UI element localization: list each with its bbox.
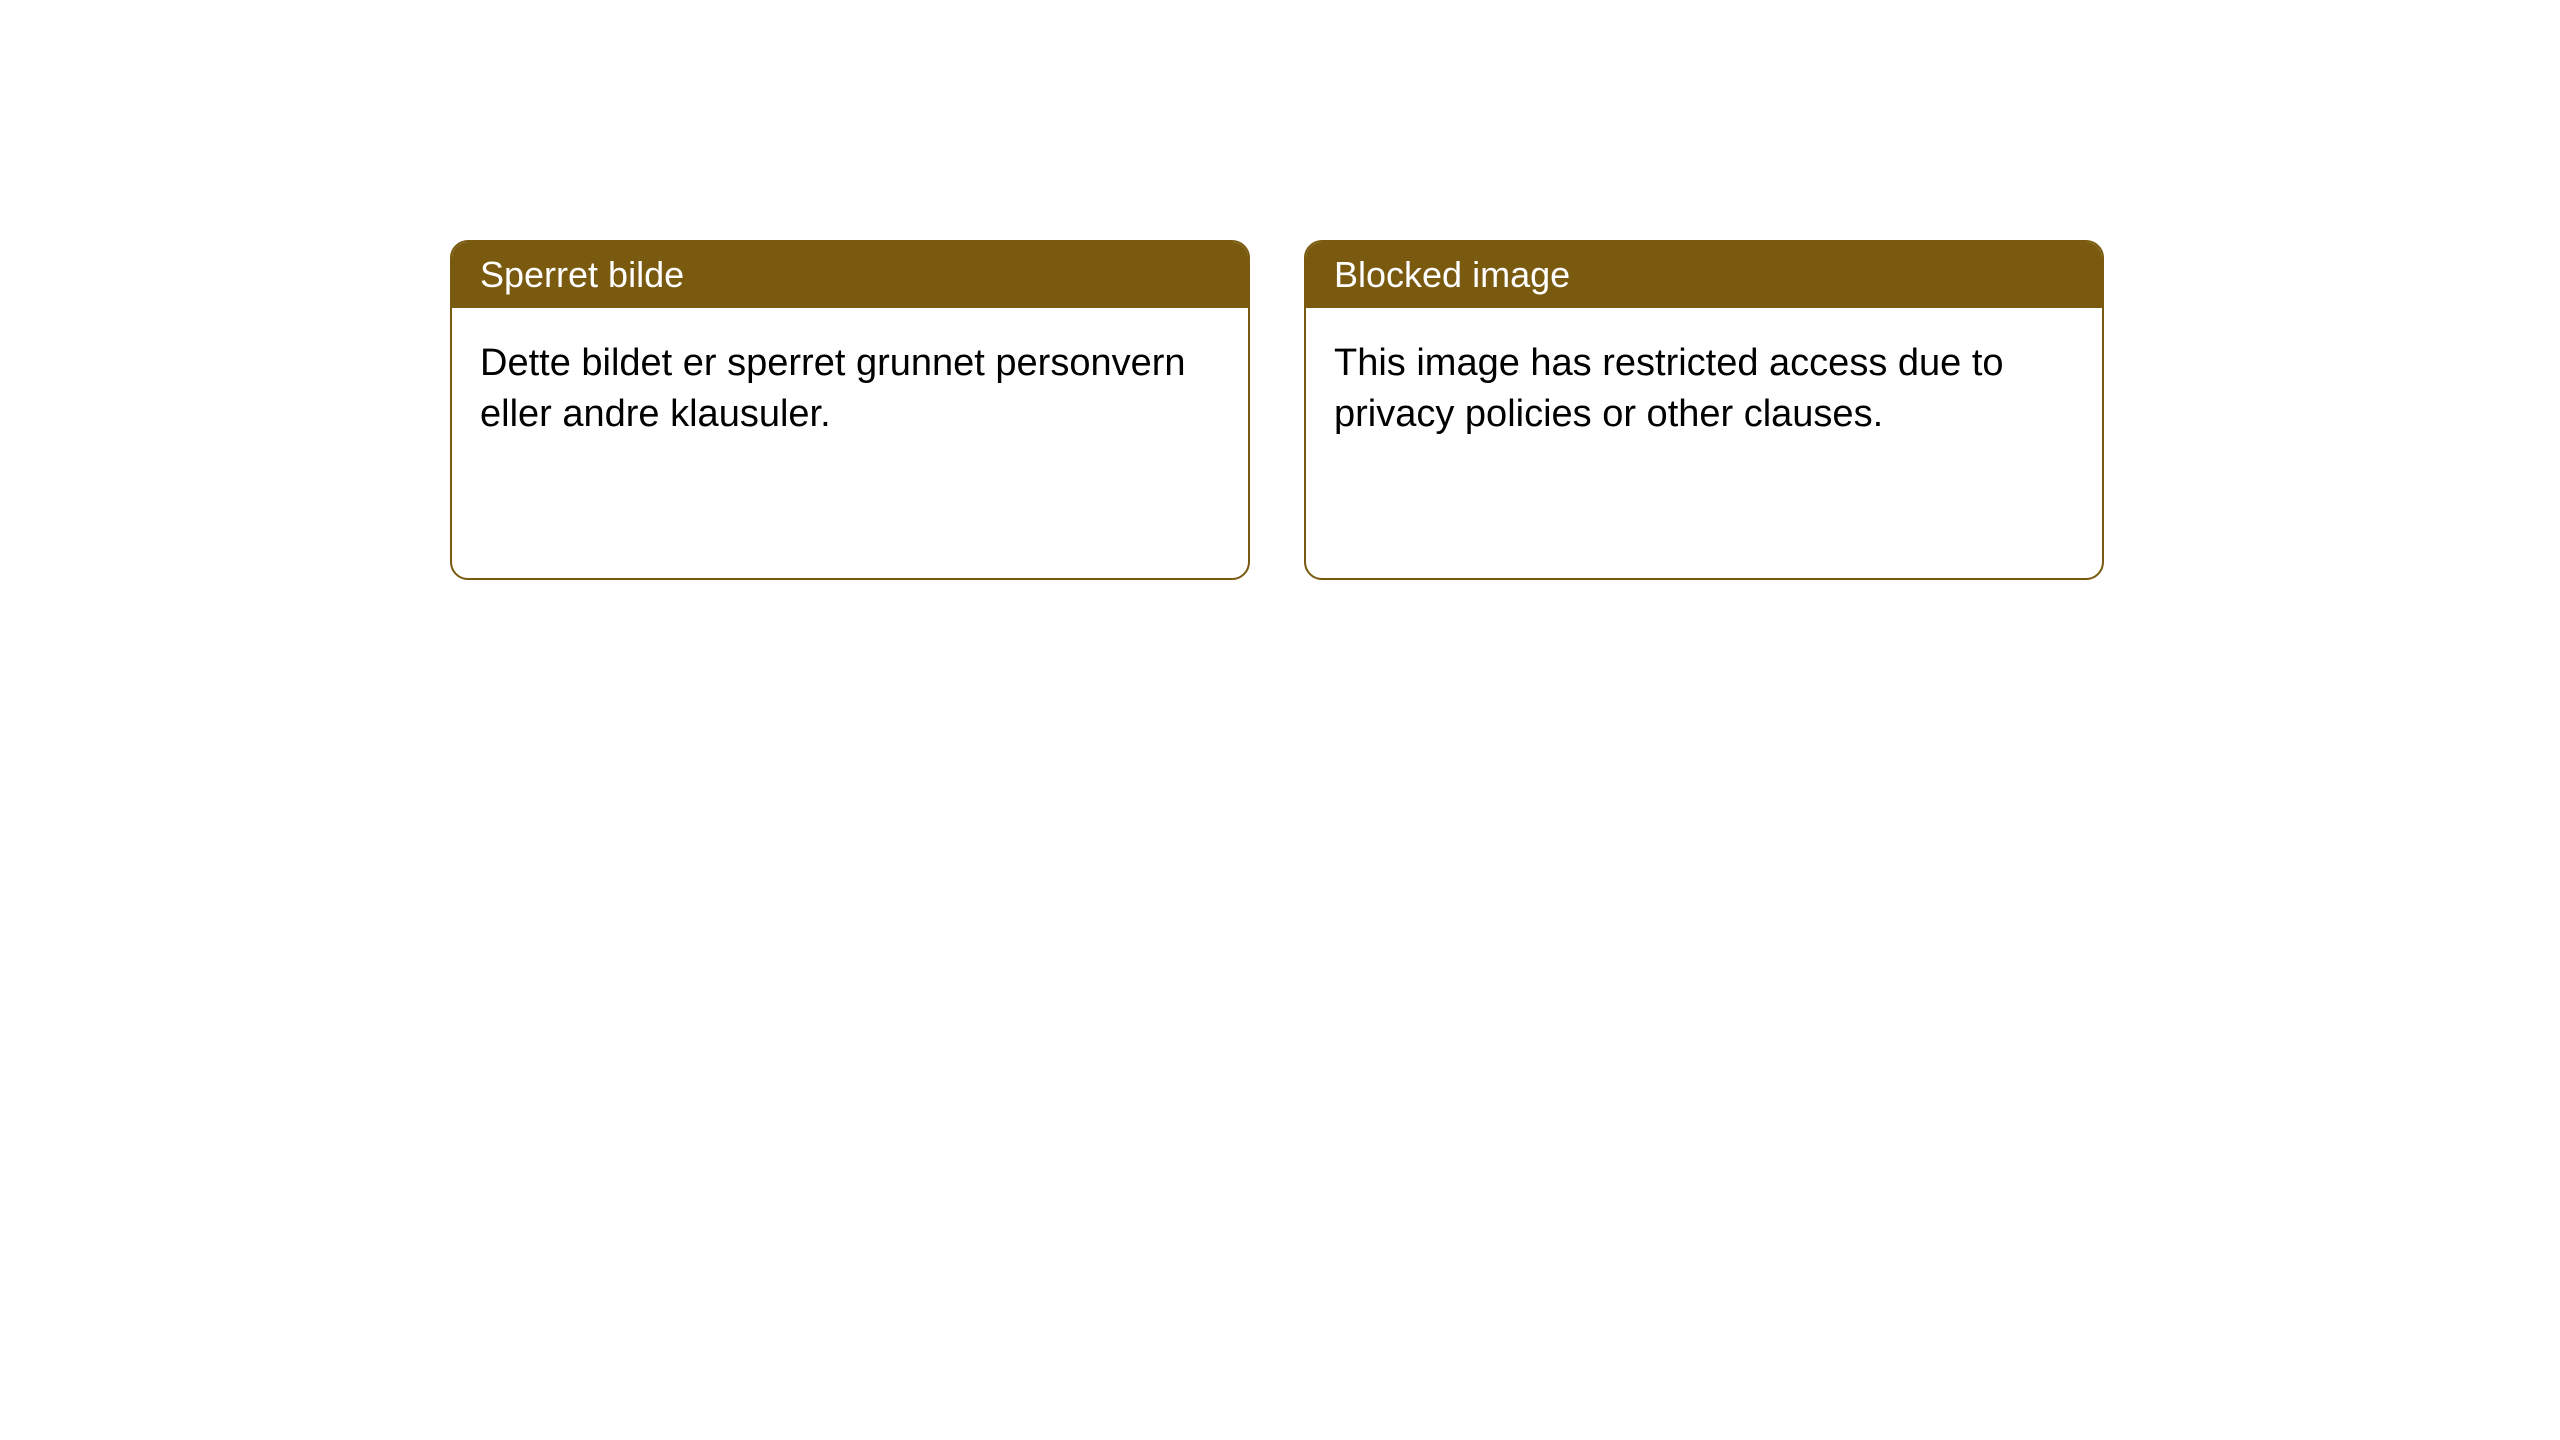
notice-header: Blocked image (1306, 242, 2102, 308)
notice-title: Blocked image (1334, 254, 1570, 295)
notice-card-norwegian: Sperret bilde Dette bildet er sperret gr… (450, 240, 1250, 580)
notice-container: Sperret bilde Dette bildet er sperret gr… (450, 240, 2104, 580)
notice-body: This image has restricted access due to … (1306, 308, 2102, 578)
notice-body: Dette bildet er sperret grunnet personve… (452, 308, 1248, 578)
notice-message: Dette bildet er sperret grunnet personve… (480, 342, 1186, 435)
notice-header: Sperret bilde (452, 242, 1248, 308)
notice-title: Sperret bilde (480, 254, 684, 295)
notice-card-english: Blocked image This image has restricted … (1304, 240, 2104, 580)
notice-message: This image has restricted access due to … (1334, 342, 2004, 435)
